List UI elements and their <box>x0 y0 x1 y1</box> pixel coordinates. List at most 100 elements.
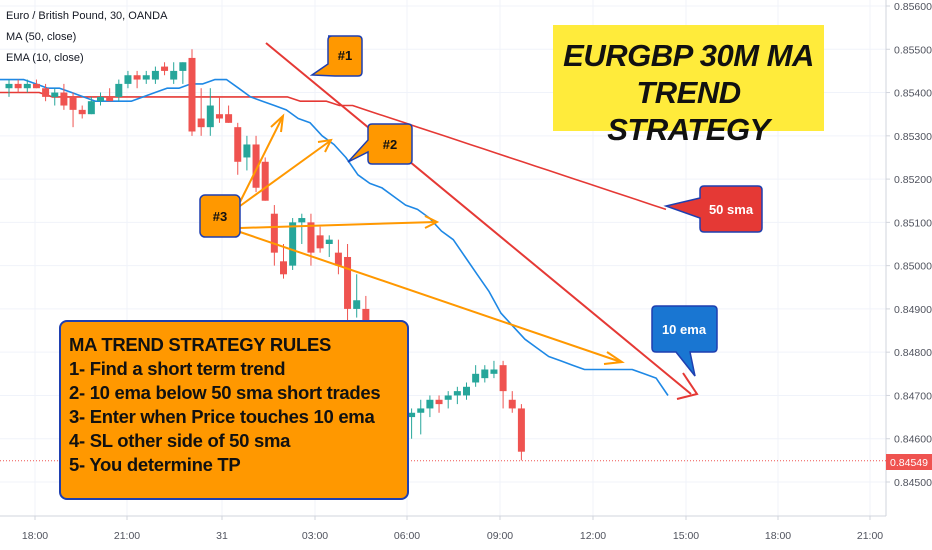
x-tick-label: 21:00 <box>857 530 883 542</box>
candle-bear <box>252 144 260 188</box>
candle-bear <box>14 83 22 89</box>
candle-bull <box>179 62 187 71</box>
strategy-title-box: EURGBP 30M MA TREND STRATEGY <box>553 25 824 147</box>
candle-bear <box>215 114 223 119</box>
candle-bull <box>490 369 498 374</box>
candle-bull <box>97 96 104 102</box>
x-tick-label: 18:00 <box>765 530 791 542</box>
candle-bear <box>344 256 352 309</box>
y-tick-label: 0.85600 <box>894 1 932 13</box>
x-tick-label: 09:00 <box>487 530 513 542</box>
candle-bear <box>517 408 525 452</box>
candle-bull <box>151 70 159 80</box>
candle-bull <box>87 101 95 115</box>
price-axis[interactable]: 0.85600 0.85500 0.85400 0.85300 0.85200 0.851… <box>886 1 932 489</box>
candle-bear <box>234 127 242 162</box>
y-tick-label: 0.84700 <box>894 390 932 402</box>
orange-arrows <box>239 113 625 365</box>
candle-bear <box>307 222 315 253</box>
callout-sma-bubble <box>663 185 763 233</box>
rules-heading: MA TREND STRATEGY RULES <box>69 334 332 355</box>
rule-item: 1- Find a short term trend <box>69 358 286 379</box>
candle-bear <box>508 399 516 409</box>
x-tick-label: 18:00 <box>22 530 48 542</box>
rule-item: 4- SL other side of 50 sma <box>69 430 291 451</box>
trend-line <box>265 42 692 395</box>
y-tick-label: 0.85000 <box>894 261 932 273</box>
candle-bull <box>289 222 297 266</box>
x-tick-label: 12:00 <box>580 530 606 542</box>
callout-sma-label: 50 sma <box>709 202 754 217</box>
y-tick-label: 0.85500 <box>894 44 932 56</box>
candle-bear <box>197 118 205 128</box>
legend-symbol[interactable]: Euro / British Pound, 30, OANDA <box>6 10 168 22</box>
callout-1-bubble <box>309 35 363 77</box>
candle-bull <box>23 83 31 89</box>
candle-bull <box>5 83 13 89</box>
callout-ema-label: 10 ema <box>662 322 707 337</box>
current-price-tag <box>886 454 932 470</box>
candle-bear <box>280 261 287 275</box>
title-line-2: TREND STRATEGY <box>607 75 770 147</box>
candle-bear <box>42 88 50 97</box>
candle-bear <box>69 96 77 110</box>
y-tick-label: 0.85200 <box>894 174 932 186</box>
callout-3-label: #3 <box>213 209 227 224</box>
y-tick-label: 0.85400 <box>894 88 932 100</box>
candle-bear <box>435 399 443 405</box>
candle-bull <box>353 300 361 309</box>
trend-arrow-head <box>676 372 699 400</box>
time-axis[interactable]: 18:00 21:00 31 03:00 06:00 09:00 12:00 15:00 18:… <box>22 516 883 542</box>
candle-bear <box>261 161 269 201</box>
candle-bear <box>106 96 114 102</box>
candle-bull <box>408 412 416 418</box>
candle-bull <box>170 70 178 80</box>
candle-bear <box>225 114 233 123</box>
candle-bear <box>161 66 169 71</box>
callout-2-label: #2 <box>383 137 397 152</box>
callout-1-label: #1 <box>338 48 352 63</box>
callout-ema-bubble <box>651 305 718 377</box>
rule-item: 2- 10 ema below 50 sma short trades <box>69 382 381 403</box>
callout-3-bubble <box>199 194 241 238</box>
legend-ema[interactable]: EMA (10, close) <box>6 52 84 64</box>
candle-bull <box>124 75 132 84</box>
candle-bear <box>499 365 507 392</box>
candle-bear <box>188 57 196 132</box>
candle-bull <box>426 399 434 409</box>
candle-bear <box>316 235 324 249</box>
x-tick-label: 31 <box>216 530 228 542</box>
y-tick-label: 0.84600 <box>894 434 932 446</box>
candle-bull <box>444 395 452 400</box>
current-price-label: 0.84549 <box>890 457 928 469</box>
candle-bull <box>142 75 150 80</box>
x-tick-label: 21:00 <box>114 530 140 542</box>
rules-box: MA TREND STRATEGY RULES 1- Find a short … <box>59 320 409 500</box>
candle-bull <box>115 83 123 97</box>
callout-2-bubble <box>347 123 413 165</box>
x-tick-label: 15:00 <box>673 530 699 542</box>
title-line-1: EURGBP 30M MA <box>563 38 814 73</box>
candle-bear <box>32 83 40 89</box>
candle-bull <box>472 373 480 383</box>
candle-bull <box>206 105 214 128</box>
y-tick-label: 0.85300 <box>894 131 932 143</box>
legend-ma[interactable]: MA (50, close) <box>6 31 77 43</box>
x-tick-label: 03:00 <box>302 530 328 542</box>
candle-bull <box>463 386 470 396</box>
candle-bear <box>270 213 278 253</box>
candle-bull <box>453 391 461 396</box>
y-tick-label: 0.84500 <box>894 477 932 489</box>
y-tick-label: 0.84900 <box>894 304 932 316</box>
chart-legend: Euro / British Pound, 30, OANDA MA (50, … <box>6 6 167 69</box>
candle-bear <box>60 92 68 106</box>
x-tick-label: 06:00 <box>394 530 420 542</box>
candle-bull <box>417 408 425 413</box>
candle-bull <box>243 144 251 158</box>
rule-item: 5- You determine TP <box>69 454 241 475</box>
candle-bull <box>325 239 333 244</box>
candle-bull <box>51 92 59 97</box>
candle-bear <box>133 75 141 80</box>
candle-bear <box>78 109 86 115</box>
y-tick-label: 0.85100 <box>894 217 932 229</box>
